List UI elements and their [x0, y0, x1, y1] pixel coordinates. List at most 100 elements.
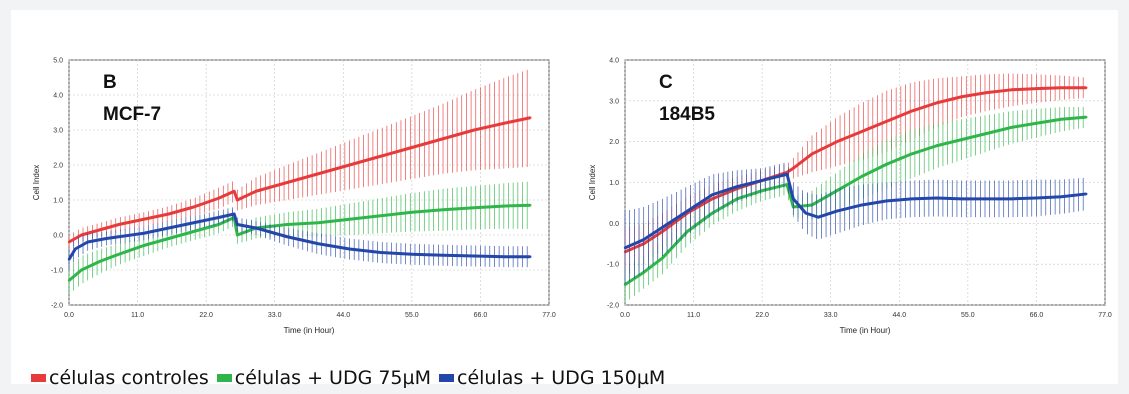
chart-c-point-control [1035, 87, 1038, 90]
chart-c-point-control [1085, 86, 1088, 89]
chart-c-point-udg75 [785, 183, 789, 186]
chart-b-x-tick-label: 22.0 [199, 312, 213, 319]
chart-b-point-control [192, 205, 195, 209]
chart-c-point-udg75 [1010, 126, 1013, 129]
chart-c-series-line-udg150 [624, 172, 1087, 250]
chart-b-x-tick-label: 11.0 [131, 312, 144, 319]
chart-c-y-tick-label: 0.0 [609, 221, 619, 228]
chart-c-y-tick-label: 4.0 [609, 58, 619, 65]
chart-b-point-control [441, 137, 445, 140]
chart-c-point-control [935, 101, 938, 105]
chart-b-y-tick-label: -2.0 [51, 303, 63, 310]
chart-c-y-axis-label: Cell Index [588, 165, 597, 201]
chart-b-point-control [348, 163, 351, 167]
chart-b-x-axis-label: Time (in Hour) [284, 326, 335, 335]
chart-b-point-control [529, 116, 532, 119]
chart-b-y-tick-label: -1.0 [51, 268, 63, 275]
chart-b-y-axis-label: Cell Index [32, 165, 41, 201]
chart-c-point-udg150 [760, 179, 764, 182]
chart-b-point-control [167, 212, 170, 216]
chart-c-point-udg150 [1010, 197, 1013, 201]
chart-c-point-udg150 [960, 197, 963, 201]
chart-c-point-udg75 [661, 256, 664, 260]
chart-c-point-udg150 [804, 211, 807, 215]
chart-c-point-udg150 [623, 246, 627, 250]
chart-b-point-udg150 [254, 226, 258, 230]
chart-c-y-tick-label: -1.0 [607, 262, 619, 269]
chart-c-point-control [711, 197, 714, 201]
chart-c-point-udg75 [1060, 118, 1063, 121]
chart-b-point-udg75 [285, 223, 289, 226]
chart-b-point-control [236, 198, 239, 202]
chart-b-point-udg150 [67, 258, 71, 261]
chart-b-point-udg150 [105, 237, 108, 240]
chart-c-point-udg150 [835, 209, 839, 213]
chart-b-point-control [317, 172, 320, 175]
chart-c-point-udg150 [1085, 192, 1088, 196]
chart-b-panel-letter: B [103, 72, 117, 93]
chart-c-point-control [960, 95, 963, 98]
chart-b-point-udg75 [167, 237, 170, 240]
chart-c-point-udg75 [985, 132, 988, 135]
chart-c-point-udg150 [885, 199, 889, 203]
figure-card: 0.0 11.0 22.0 33.0 44.0 55.0 66.0 77.0 -2.0 -1.0 0… [11, 10, 1118, 389]
chart-b-point-control [379, 155, 382, 158]
chart-c-y-tick-label: -2.0 [607, 303, 619, 310]
chart-b-point-control [117, 223, 121, 226]
chart-b-y-tick-label: 5.0 [53, 58, 63, 65]
chart-c-y-tick-label: 1.0 [609, 180, 619, 187]
chart-c-point-udg75 [960, 138, 963, 141]
chart-b-point-udg150 [117, 235, 121, 238]
chart-c-point-udg150 [1060, 195, 1063, 198]
chart-b-point-udg150 [142, 232, 146, 235]
chart-c-x-tick-label: 44.0 [892, 312, 906, 319]
chart-c-x-tick-label: 0.0 [620, 312, 630, 319]
chart-b-x-tick-label: 77.0 [542, 312, 556, 319]
chart-c-point-control [885, 120, 889, 123]
chart-c-point-control [1010, 88, 1013, 92]
chart-b-y-tick-label: 3.0 [53, 128, 63, 135]
chart-c-point-udg150 [985, 197, 988, 201]
chart-b-point-udg150 [379, 251, 382, 254]
legend-item-udg150: células + UDG 150µM [439, 367, 665, 389]
chart-c-x-tick-label: 11.0 [687, 312, 700, 319]
chart-b-point-udg75 [117, 253, 121, 256]
chart-b-point-udg75 [529, 204, 532, 207]
chart-b-x-tick-label: 33.0 [268, 312, 282, 319]
chart-panel-b: 0.0 11.0 22.0 33.0 44.0 55.0 66.0 77.0 -2.0 -1.0 0… [21, 42, 561, 347]
chart-c-point-udg75 [1035, 122, 1038, 125]
legend-swatch-udg75 [216, 374, 232, 382]
chart-c-x-tick-label: 55.0 [961, 312, 975, 319]
chart-b-point-udg150 [86, 240, 89, 244]
chart-b-point-udg150 [217, 216, 220, 219]
legend-swatch-udg150 [439, 374, 454, 382]
chart-c-point-udg150 [860, 203, 864, 207]
chart-b-point-control [232, 190, 236, 193]
chart-c-point-udg75 [711, 211, 714, 215]
chart-b-point-control [217, 197, 220, 200]
chart-b-point-control [410, 146, 414, 149]
chart-b-y-tick-label: 1.0 [53, 198, 63, 205]
chart-b-svg: 0.0 11.0 22.0 33.0 44.0 55.0 66.0 77.0 -2.0 -1.0 0… [32, 58, 556, 336]
chart-b-point-udg75 [348, 218, 351, 221]
chart-c-x-tick-label: 66.0 [1030, 312, 1044, 319]
legend-label-udg75: células + UDG 75µM [234, 367, 431, 389]
chart-c-point-control [785, 171, 789, 174]
legend-label-udg150: células + UDG 150µM [457, 367, 666, 389]
chart-c-point-udg75 [835, 189, 839, 192]
chart-c-x-tick-label: 22.0 [755, 312, 769, 319]
chart-b-point-udg75 [317, 221, 320, 224]
chart-b-point-udg75 [379, 214, 382, 217]
chart-c-point-control [1060, 86, 1063, 89]
chart-c-point-udg75 [885, 162, 889, 166]
chart-b-point-udg75 [441, 208, 445, 211]
chart-c-point-udg150 [817, 216, 820, 219]
chart-c-point-control [792, 167, 795, 170]
chart-b-point-udg75 [410, 211, 414, 214]
chart-c-point-control [985, 91, 988, 94]
chart-b-point-udg150 [167, 226, 170, 230]
chart-b-point-udg75 [472, 206, 476, 209]
chart-b-point-control [80, 233, 83, 237]
chart-b-point-udg150 [410, 253, 414, 256]
chart-c-point-udg150 [935, 196, 938, 200]
